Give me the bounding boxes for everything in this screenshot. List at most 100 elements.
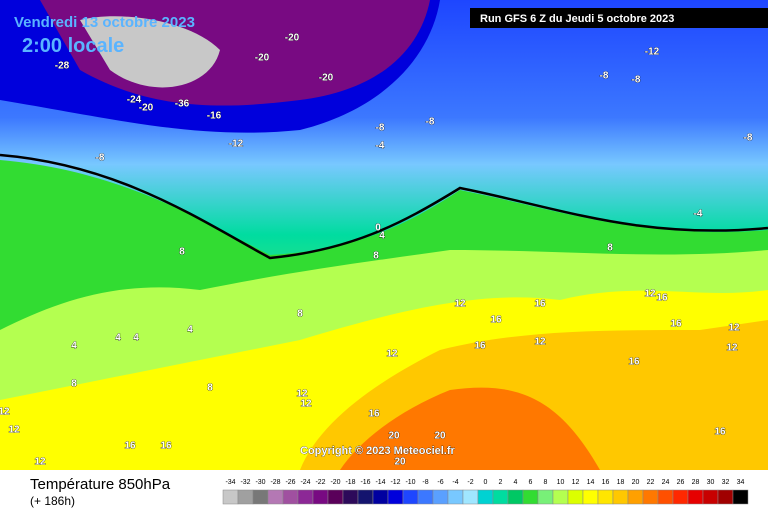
contour-label: 16 [160, 441, 172, 452]
footer-title: Température 850hPa [30, 476, 171, 493]
contour-label: 4 [133, 333, 139, 344]
contour-label: 8 [297, 309, 303, 320]
scale-swatch [282, 489, 299, 505]
contour-label: 4 [71, 341, 77, 352]
contour-label: -8 [632, 75, 641, 86]
scale-label: -34 [225, 479, 235, 486]
scale-swatch [702, 489, 719, 505]
scale-label: -20 [330, 479, 340, 486]
scale-swatch [402, 489, 419, 505]
scale-label: -12 [390, 479, 400, 486]
contour-label: 12 [300, 399, 312, 410]
contour-label: -8 [376, 123, 385, 134]
forecast-time: 2:00 locale [22, 35, 124, 57]
scale-label: 30 [707, 479, 715, 486]
scale-label: -10 [405, 479, 415, 486]
scale-label: 10 [557, 479, 565, 486]
scale-label: 22 [647, 479, 655, 486]
scale-swatch [387, 489, 404, 505]
scale-swatch [507, 489, 524, 505]
contour-label: 16 [124, 441, 136, 452]
scale-label: -14 [375, 479, 385, 486]
contour-label: 16 [490, 315, 502, 326]
contour-label: 20 [394, 457, 406, 468]
contour-label: 12 [34, 457, 46, 468]
scale-swatch [552, 489, 569, 505]
contour-label: -20 [319, 73, 334, 84]
scale-swatch [297, 489, 314, 505]
contour-label: 20 [388, 431, 400, 442]
contour-label: 12 [454, 299, 466, 310]
scale-label: -32 [240, 479, 250, 486]
scale-swatch [642, 489, 659, 505]
run-info: Run GFS 6 Z du Jeudi 5 octobre 2023 [480, 13, 674, 25]
scale-label: -26 [285, 479, 295, 486]
contour-label: 12 [644, 289, 656, 300]
scale-swatch [687, 489, 704, 505]
scale-label: -16 [360, 479, 370, 486]
color-scale: -34 -32 -30 -28 -26 -24 -22 -20 -18 -16 -14 -12 -10 -… [222, 479, 749, 505]
contour-label: 20 [434, 431, 446, 442]
contour-label: 16 [628, 357, 640, 368]
scale-label: 28 [692, 479, 700, 486]
contour-label: -20 [139, 103, 154, 114]
contour-label: 4 [187, 325, 193, 336]
scale-swatch [717, 489, 734, 505]
scale-label: 18 [617, 479, 625, 486]
scale-label: 12 [572, 479, 580, 486]
scale-swatch [462, 489, 479, 505]
scale-label: 24 [662, 479, 670, 486]
scale-swatch [342, 489, 359, 505]
contour-label: 8 [373, 251, 379, 262]
scale-swatch [222, 489, 239, 505]
scale-swatch [627, 489, 644, 505]
contour-label: -12 [229, 139, 244, 150]
contour-label: 12 [296, 389, 308, 400]
scale-swatch [612, 489, 629, 505]
scale-swatch [477, 489, 494, 505]
scale-label: 20 [632, 479, 640, 486]
footer-lead: (+ 186h) [30, 494, 75, 508]
scale-label: -6 [437, 479, 443, 486]
contour-label: 16 [368, 409, 380, 420]
scale-label: -28 [270, 479, 280, 486]
scale-label: 14 [587, 479, 595, 486]
scale-label: 0 [484, 479, 488, 486]
scale-label: -24 [300, 479, 310, 486]
scale-swatch [492, 489, 509, 505]
scale-label: -18 [345, 479, 355, 486]
contour-label: -36 [175, 99, 190, 110]
contour-label: 12 [728, 323, 740, 334]
scale-label: 34 [737, 479, 745, 486]
scale-label: 8 [544, 479, 548, 486]
contour-label: 16 [714, 427, 726, 438]
contour-label: -8 [426, 117, 435, 128]
scale-label: 26 [677, 479, 685, 486]
scale-swatch [732, 489, 749, 505]
contour-label: 4 [379, 231, 385, 242]
contour-label: 12 [8, 425, 20, 436]
scale-swatch [657, 489, 674, 505]
contour-label: 8 [607, 243, 613, 254]
scale-swatch [417, 489, 434, 505]
contour-label: -4 [694, 209, 703, 220]
contour-label: 12 [0, 407, 10, 418]
contour-label: 8 [179, 247, 185, 258]
contour-label: -8 [744, 133, 753, 144]
scale-swatch [237, 489, 254, 505]
scale-label: -22 [315, 479, 325, 486]
scale-swatch [537, 489, 554, 505]
contour-label: 4 [115, 333, 121, 344]
contour-label: -24 [127, 95, 142, 106]
contour-label: 8 [71, 379, 77, 390]
contour-label: 16 [534, 299, 546, 310]
forecast-date: Vendredi 13 octobre 2023 [14, 14, 195, 31]
contour-label: 16 [670, 319, 682, 330]
scale-label: 4 [514, 479, 518, 486]
contour-label: 12 [534, 337, 546, 348]
contour-label: -8 [600, 71, 609, 82]
contour-label: -8 [96, 153, 105, 164]
scale-swatch [672, 489, 689, 505]
scale-label: -30 [255, 479, 265, 486]
